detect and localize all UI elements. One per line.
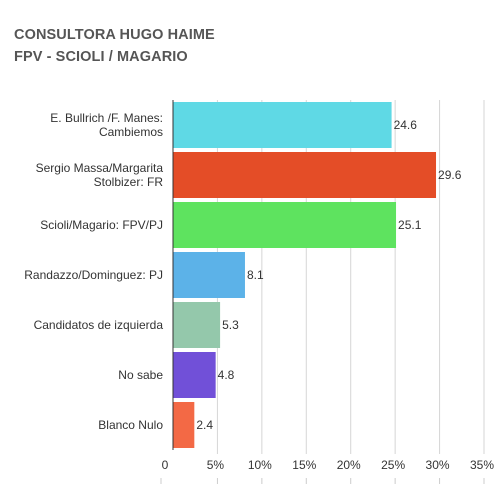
bar bbox=[173, 352, 216, 398]
value-label: 4.8 bbox=[218, 368, 235, 382]
value-label: 25.1 bbox=[398, 218, 422, 232]
category-label: Blanco Nulo bbox=[98, 418, 163, 432]
value-label: 5.3 bbox=[222, 318, 239, 332]
bar bbox=[173, 152, 437, 198]
category-label: Scioli/Magario: FPV/PJ bbox=[40, 218, 163, 232]
value-label: 29.6 bbox=[438, 168, 462, 182]
category-label: Stolbizer: FR bbox=[94, 175, 164, 189]
category-label: Candidatos de izquierda bbox=[34, 318, 164, 332]
x-tick-label: 30% bbox=[426, 458, 450, 472]
bar bbox=[173, 202, 397, 248]
x-tick-label: 15% bbox=[292, 458, 316, 472]
value-label: 8.1 bbox=[247, 268, 264, 282]
chart-title: CONSULTORA HUGO HAIME bbox=[14, 27, 215, 43]
x-tick-label: 20% bbox=[337, 458, 361, 472]
bar bbox=[173, 252, 245, 298]
chart-subtitle: FPV - SCIOLI / MAGARIO bbox=[14, 49, 188, 65]
value-label: 24.6 bbox=[394, 118, 418, 132]
category-label: Randazzo/Dominguez: PJ bbox=[24, 268, 163, 282]
value-label: 2.4 bbox=[196, 418, 213, 432]
x-tick-label: 0 bbox=[162, 458, 169, 472]
bar bbox=[173, 302, 221, 348]
bar bbox=[173, 402, 195, 448]
category-label: Cambiemos bbox=[99, 125, 163, 139]
category-label: Sergio Massa/Margarita bbox=[36, 161, 164, 175]
x-tick-label: 10% bbox=[248, 458, 272, 472]
x-tick-label: 35% bbox=[470, 458, 494, 472]
x-tick-label: 25% bbox=[381, 458, 405, 472]
bar bbox=[173, 102, 392, 148]
category-label: No sabe bbox=[118, 368, 163, 382]
x-tick-label: 5% bbox=[207, 458, 225, 472]
category-label: E. Bullrich /F. Manes: bbox=[50, 111, 163, 125]
